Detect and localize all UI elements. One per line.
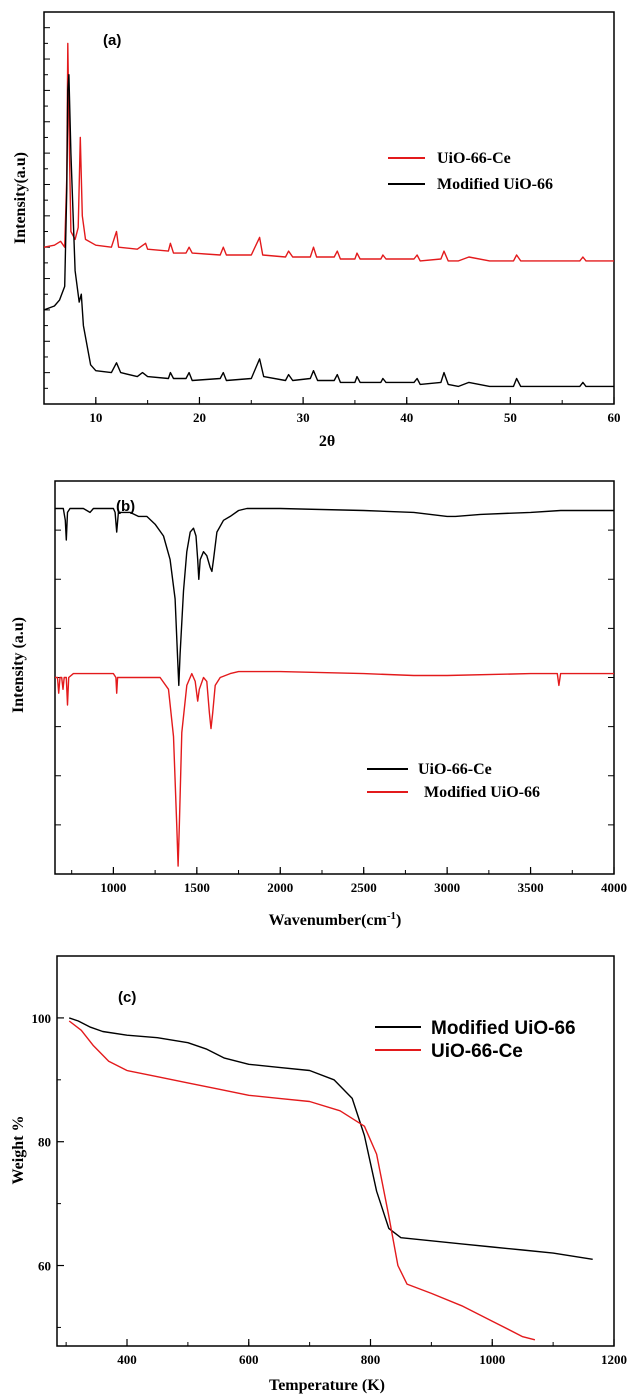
panel-a-xtick-label: 10 xyxy=(89,410,102,425)
panel-c-ticks: 400 600 800 1000 1200 60 80 100 xyxy=(32,955,627,1367)
panel-b-xlabel: Wavenumber(cm-1) xyxy=(269,910,402,929)
panel-a-legend: UiO-66-Ce Modified UiO-66 xyxy=(388,150,553,193)
panel-c-ytick-label: 60 xyxy=(38,1259,51,1274)
panel-b-xtick-label: 4000 xyxy=(601,880,627,895)
panel-b-xtick-label: 2500 xyxy=(351,880,377,895)
panel-b-xtick-label: 1500 xyxy=(184,880,210,895)
panel-a-xtick-label: 40 xyxy=(400,410,413,425)
panel-c-xtick-label: 800 xyxy=(361,1352,381,1367)
panel-c-series-0-line xyxy=(68,1017,593,1260)
panel-b-legend-label-1: Modified UiO-66 xyxy=(424,784,540,801)
panel-b-legend: UiO-66-Ce Modified UiO-66 xyxy=(367,761,540,801)
panel-a-xlabel: 2θ xyxy=(319,433,335,450)
panel-a-ticks: 10 20 30 40 50 60 xyxy=(43,27,621,425)
panel-c-xtick-label: 1200 xyxy=(601,1352,627,1367)
panel-a-xtick-label: 60 xyxy=(608,410,621,425)
panel-c-xlabel: Temperature (K) xyxy=(269,1377,385,1394)
panel-c-frame xyxy=(56,955,615,1347)
panel-c-xtick-label: 400 xyxy=(117,1352,137,1367)
panel-c: 400 600 800 1000 1200 60 80 100 (c) Temperature… xyxy=(10,955,627,1394)
panel-a: 10 20 30 40 50 60 (a) 2θ Intensity(a.u) UiO-6… xyxy=(12,11,621,450)
panel-b-xtick-label: 3500 xyxy=(518,880,544,895)
panel-b-ylabel: Intensity (a.u) xyxy=(10,617,27,713)
panel-b-xtick-label: 2000 xyxy=(267,880,293,895)
panel-b-xtick-label: 3000 xyxy=(434,880,460,895)
panel-a-series xyxy=(43,42,614,388)
panel-b-series-0-line xyxy=(55,507,614,687)
panel-c-legend: Modified UiO-66 UiO-66-Ce xyxy=(375,1018,576,1062)
panel-a-label: (a) xyxy=(103,32,121,49)
panel-c-xtick-label: 600 xyxy=(239,1352,259,1367)
panel-a-frame xyxy=(43,11,615,405)
panel-c-label: (c) xyxy=(118,989,136,1006)
panel-b-legend-label-0: UiO-66-Ce xyxy=(418,761,492,778)
panel-b-ticks: 1000 1500 2000 2500 3000 3500 4000 xyxy=(55,529,627,895)
panel-a-series-1-line xyxy=(43,73,614,388)
panel-b-label: (b) xyxy=(116,498,135,515)
panel-b: 1000 1500 2000 2500 3000 3500 4000 (b) Wavenum… xyxy=(10,480,627,929)
panel-b-series xyxy=(55,507,614,867)
panel-c-series xyxy=(68,1017,593,1341)
panel-b-xtick-label: 1000 xyxy=(100,880,126,895)
panel-a-ylabel: Intensity(a.u) xyxy=(12,152,29,244)
panel-a-xtick-label: 50 xyxy=(504,410,517,425)
panel-b-series-1-line xyxy=(55,670,614,867)
panel-a-legend-label-0: UiO-66-Ce xyxy=(437,150,511,167)
panel-a-xtick-label: 20 xyxy=(193,410,206,425)
panel-c-xtick-label: 1000 xyxy=(479,1352,505,1367)
panel-a-legend-label-1: Modified UiO-66 xyxy=(437,176,553,193)
panel-c-ylabel: Weight % xyxy=(10,1116,27,1185)
panel-c-ytick-label: 100 xyxy=(32,1011,52,1026)
panel-c-series-1-line xyxy=(68,1020,536,1341)
panel-a-xtick-label: 30 xyxy=(297,410,310,425)
panel-a-series-0-line xyxy=(43,42,614,262)
panel-c-legend-label-1: UiO-66-Ce xyxy=(431,1041,523,1062)
panel-c-ytick-label: 80 xyxy=(38,1135,51,1150)
panel-c-legend-label-0: Modified UiO-66 xyxy=(431,1018,576,1039)
